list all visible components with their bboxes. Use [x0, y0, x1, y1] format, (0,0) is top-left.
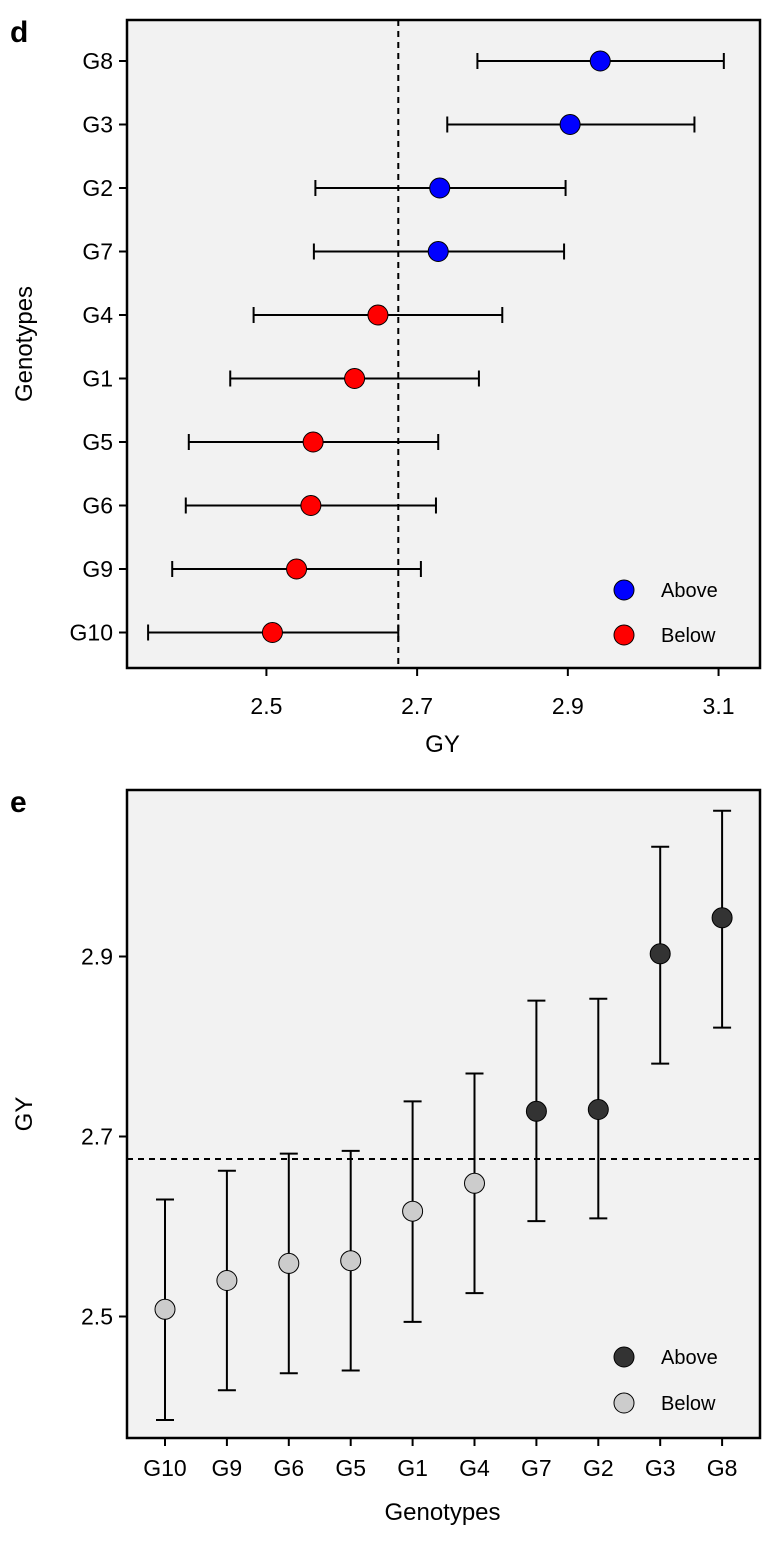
panel-e-xtick-label-G8: G8: [707, 1455, 738, 1481]
panel-d-ytick-label-G6: G6: [82, 493, 113, 519]
panel-e-point-G2: [587, 1099, 609, 1120]
panel-e-letter: e: [10, 786, 27, 819]
panel-d-point-G6: [300, 495, 322, 516]
panel-d-xtick-label-2.7: 2.7: [401, 693, 433, 719]
panel-d-point-G9: [286, 558, 308, 580]
panel-e-legend-label-above: Above: [661, 1347, 718, 1369]
panel-e-legend-key-below: [613, 1392, 635, 1414]
panel-d-background: [127, 20, 760, 668]
panel-d-point-G1: [344, 368, 366, 389]
panel-d-xtick-label-3.1: 3.1: [703, 693, 735, 719]
panel-d-point-G2: [429, 177, 451, 199]
panel-e-legend-label-below: Below: [661, 1393, 716, 1415]
panel-d-ytick-label-G8: G8: [82, 48, 113, 74]
panel-e-xtick-label-G7: G7: [521, 1455, 552, 1481]
panel-d-point-G3: [559, 114, 581, 135]
panel-e-xtick-label-G2: G2: [583, 1455, 614, 1481]
panel-e-xtick-label-G10: G10: [143, 1455, 186, 1481]
panel-e-xtick-label-G4: G4: [459, 1455, 490, 1481]
panel-d-letter: d: [10, 16, 28, 49]
panel-d-legend-label-above: Above: [661, 580, 718, 602]
panel-d-ytick-label-G10: G10: [70, 620, 113, 646]
panel-e-ytick-label-2.7: 2.7: [81, 1124, 113, 1150]
panel-d-ytick-label-G5: G5: [82, 429, 113, 455]
panel-d-point-G8: [589, 50, 611, 72]
panel-e-point-G4: [464, 1172, 485, 1194]
panel-e-yaxis-title: GY: [11, 1097, 38, 1132]
panel-d-point-G10: [261, 622, 283, 643]
panel-e-point-G5: [340, 1250, 362, 1272]
panel-e-point-G1: [402, 1200, 424, 1222]
panel-e-ytick-label-2.9: 2.9: [81, 944, 113, 970]
panel-e-xtick-label-G6: G6: [273, 1455, 304, 1481]
panel-e-frame: [125, 788, 762, 1440]
panel-d-ytick-label-G4: G4: [82, 302, 113, 328]
panel-e-background: [127, 790, 760, 1438]
panel-e-point-G3: [649, 943, 671, 965]
panel-d-ytick-label-G3: G3: [82, 112, 113, 138]
panel-d-legend-label-below: Below: [661, 625, 716, 647]
panel-d-ytick-label-G7: G7: [82, 239, 113, 265]
panel-e-xtick-label-G3: G3: [645, 1455, 676, 1481]
panel-e-point-G7: [525, 1100, 547, 1122]
panel-d-ytick-label-G2: G2: [82, 175, 113, 201]
panel-d-legend-key-above: [613, 579, 635, 601]
panel-e-point-G6: [278, 1252, 300, 1274]
panel-d-xtick-label-2.5: 2.5: [250, 693, 282, 719]
panel-e-ytick-label-2.5: 2.5: [81, 1304, 113, 1330]
panel-d-point-G7: [427, 241, 449, 262]
panel-d-point-G4: [367, 304, 389, 326]
panel-e-point-G9: [216, 1270, 238, 1291]
panel-e-point-G8: [711, 907, 733, 929]
panel-d-legend-key-below: [613, 624, 635, 646]
panel-d-xtick-label-2.9: 2.9: [552, 693, 584, 719]
panel-e-xtick-label-G5: G5: [335, 1455, 366, 1481]
panel-d-ytick-label-G1: G1: [82, 366, 113, 392]
panel-d-point-G5: [302, 431, 324, 453]
panel-e-xtick-label-G1: G1: [397, 1455, 428, 1481]
panel-d-xaxis-title: GY: [425, 731, 460, 758]
panel-d-frame: [125, 18, 762, 670]
panel-e-xaxis-title: Genotypes: [384, 1499, 500, 1526]
panel-d-yaxis-title: Genotypes: [11, 286, 38, 402]
panel-e-point-G10: [154, 1298, 176, 1320]
panel-e-xtick-label-G9: G9: [212, 1455, 243, 1481]
panel-e-legend-key-above: [613, 1346, 635, 1368]
panel-d-ytick-label-G9: G9: [82, 556, 113, 582]
